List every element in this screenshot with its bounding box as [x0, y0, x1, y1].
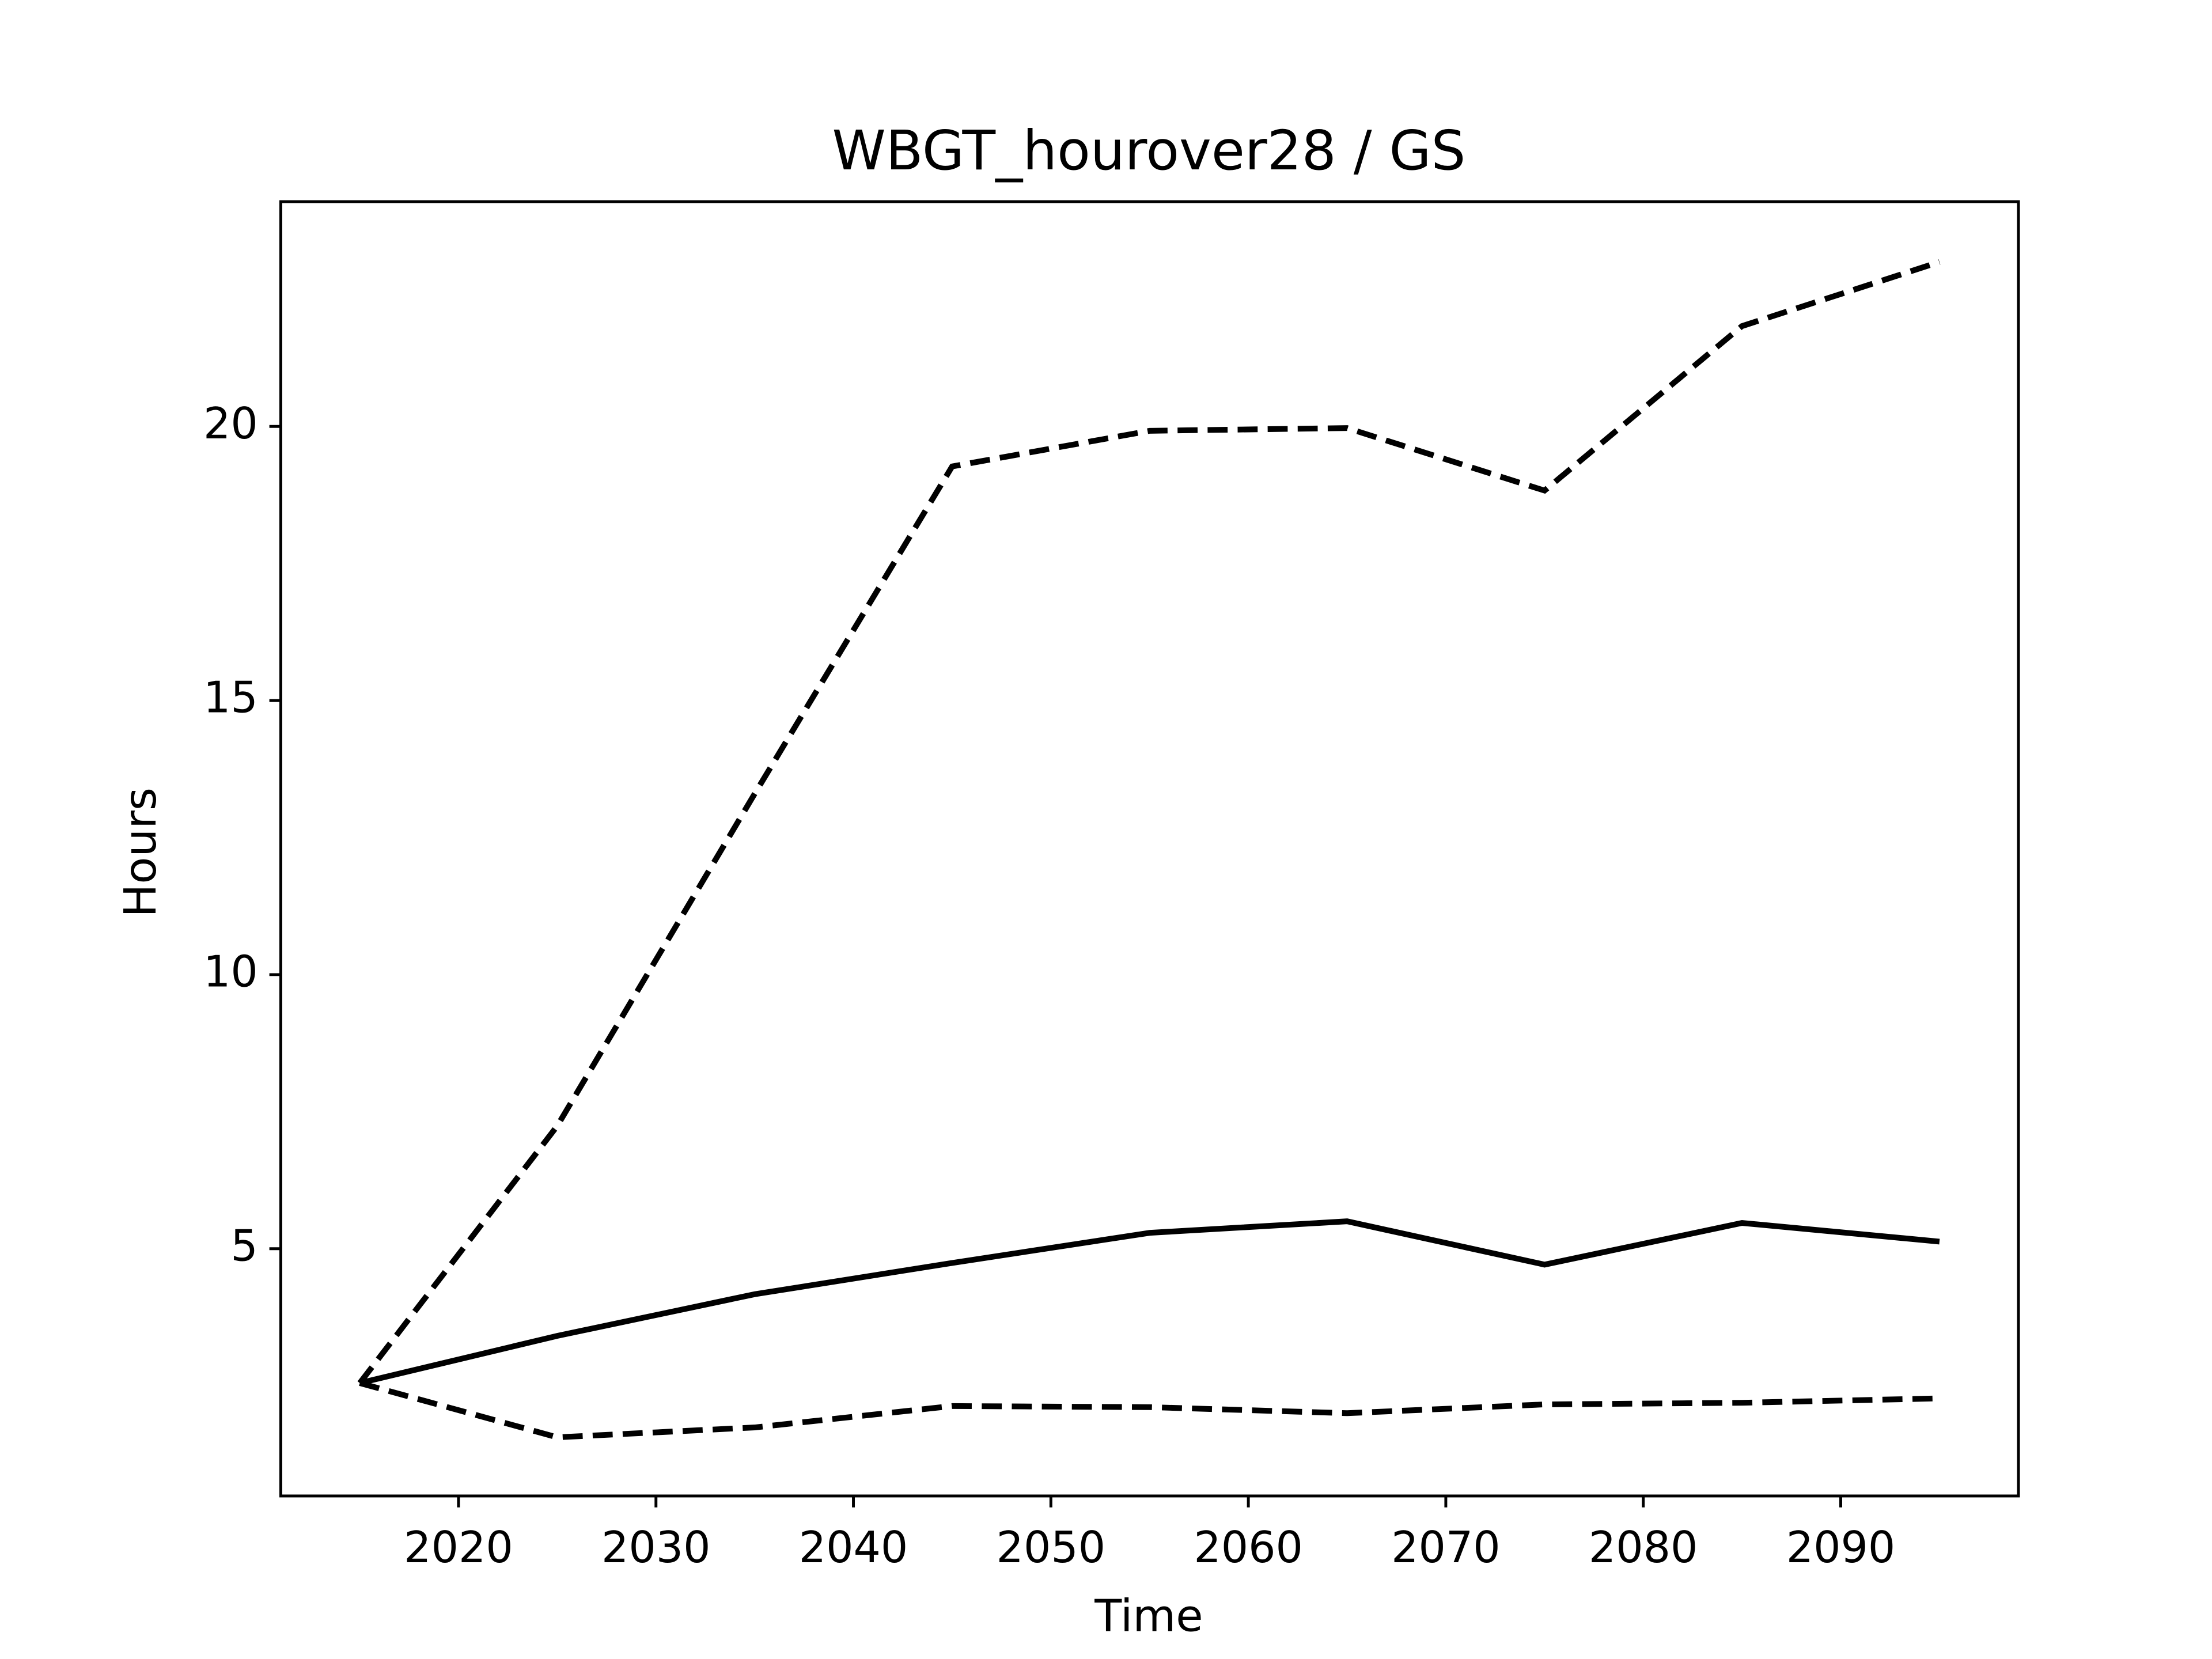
series-line — [357, 259, 1941, 1385]
x-tick-label: 2060 — [1194, 1522, 1303, 1573]
series-line — [359, 1218, 1940, 1386]
x-tick-label: 2070 — [1391, 1522, 1501, 1573]
x-tick-label: 2090 — [1786, 1522, 1896, 1573]
y-tick-label: 20 — [203, 399, 258, 449]
x-tick-label: 2080 — [1589, 1522, 1698, 1573]
y-tick-label: 5 — [230, 1221, 257, 1271]
y-axis-label: Hours — [115, 787, 166, 917]
y-tick-label: 15 — [203, 673, 258, 723]
x-axis-label: Time — [1094, 1590, 1203, 1642]
x-tick-label: 2020 — [404, 1522, 513, 1573]
plot-frame — [279, 200, 2020, 1498]
x-tick-label: 2030 — [601, 1522, 711, 1573]
x-tick-label: 2040 — [799, 1522, 908, 1573]
chart-title: WBGT_hourover28 / GS — [832, 119, 1466, 183]
y-tick-label: 10 — [203, 946, 258, 997]
series-line — [359, 1380, 1940, 1441]
x-tick-label: 2050 — [997, 1522, 1106, 1573]
